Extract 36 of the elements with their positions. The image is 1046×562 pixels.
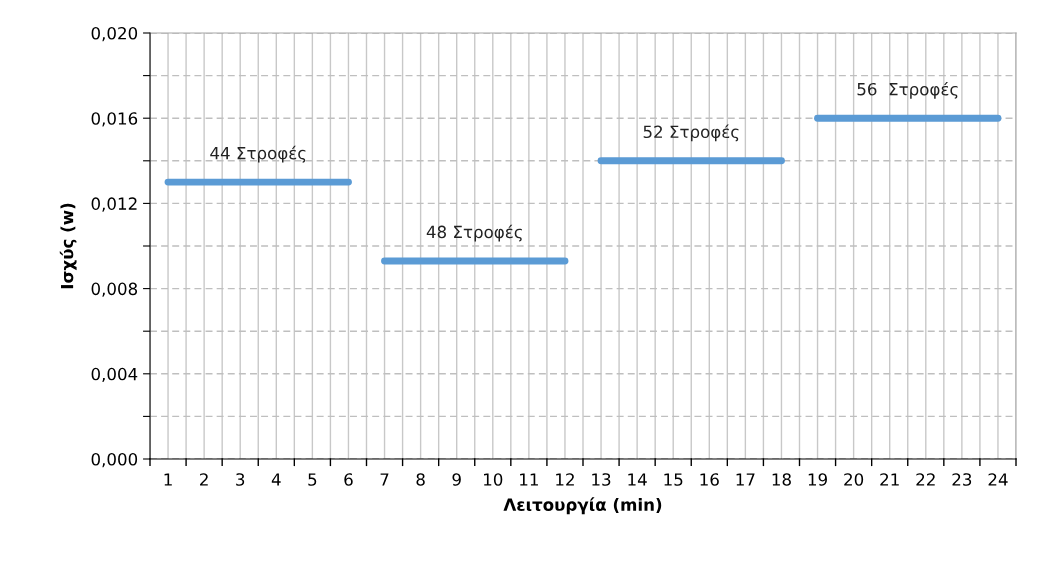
x-tick-label: 3 (236, 473, 245, 486)
x-tick-label: 9 (452, 473, 461, 486)
y-tick-label: 0,008 (91, 282, 138, 297)
x-tick-label: 22 (916, 473, 935, 486)
x-axis-title: Λειτουργία (min) (503, 497, 662, 515)
x-tick-label: 23 (952, 473, 972, 486)
x-tick-label: 24 (988, 473, 1008, 486)
x-tick-label: 21 (880, 473, 899, 486)
x-tick-label: 12 (556, 473, 574, 486)
x-tick-label: 2 (200, 473, 208, 486)
x-tick-label: 5 (308, 473, 317, 486)
y-tick-label: 0,004 (91, 367, 138, 383)
x-tick-label: 7 (380, 473, 389, 486)
x-tick-label: 13 (592, 473, 611, 486)
x-tick-label: 20 (844, 473, 864, 486)
x-tick-label: 11 (520, 473, 538, 486)
x-tick-label: 18 (772, 473, 791, 486)
y-tick-label: 0,000 (91, 452, 138, 468)
x-tick-label: 19 (808, 473, 827, 486)
series-label: 48 Στροφές (426, 224, 522, 242)
x-tick-label: 6 (344, 473, 353, 486)
series-label: 44 Στροφές (210, 145, 306, 163)
series-label: 56 Στροφές (857, 81, 958, 99)
x-tick-label: 14 (628, 473, 647, 486)
y-axis-title: Ισχύς (w) (59, 203, 77, 289)
x-tick-label: 8 (416, 473, 425, 486)
x-tick-label: 10 (484, 473, 503, 486)
x-tick-label: 4 (271, 473, 281, 486)
y-tick-label: 0,016 (91, 112, 138, 127)
x-tick-label: 1 (164, 473, 172, 486)
x-tick-label: 17 (736, 473, 755, 486)
x-tick-label: 15 (664, 473, 683, 486)
series-label: 52 Στροφές (643, 124, 739, 142)
y-tick-label: 0,012 (91, 197, 137, 212)
y-tick-label: 0,020 (91, 26, 138, 42)
x-tick-label: 16 (700, 473, 719, 486)
